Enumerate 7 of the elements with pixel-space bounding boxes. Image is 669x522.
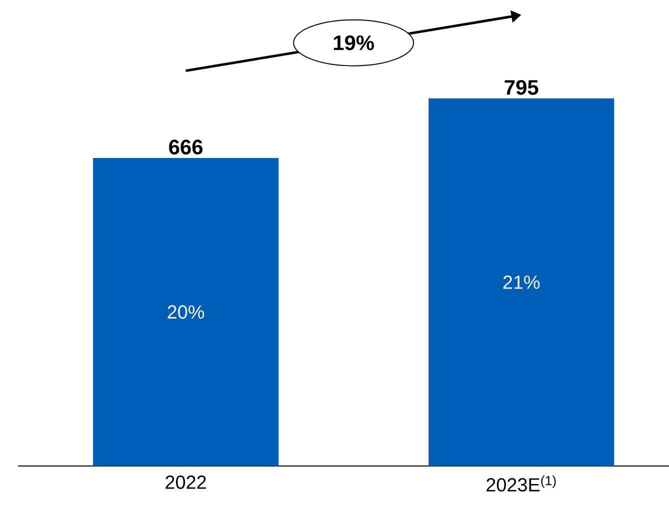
annotation: 20% bbox=[168, 305, 204, 319]
x-tick-label: 2023E$^{(1)}$ bbox=[486, 476, 556, 492]
annotation: 21% bbox=[503, 276, 540, 289]
data-label: 666 bbox=[169, 140, 202, 154]
data-label: 795 bbox=[504, 80, 538, 95]
x-tick-label: 2022 bbox=[166, 476, 206, 489]
text: 19% bbox=[334, 35, 374, 50]
